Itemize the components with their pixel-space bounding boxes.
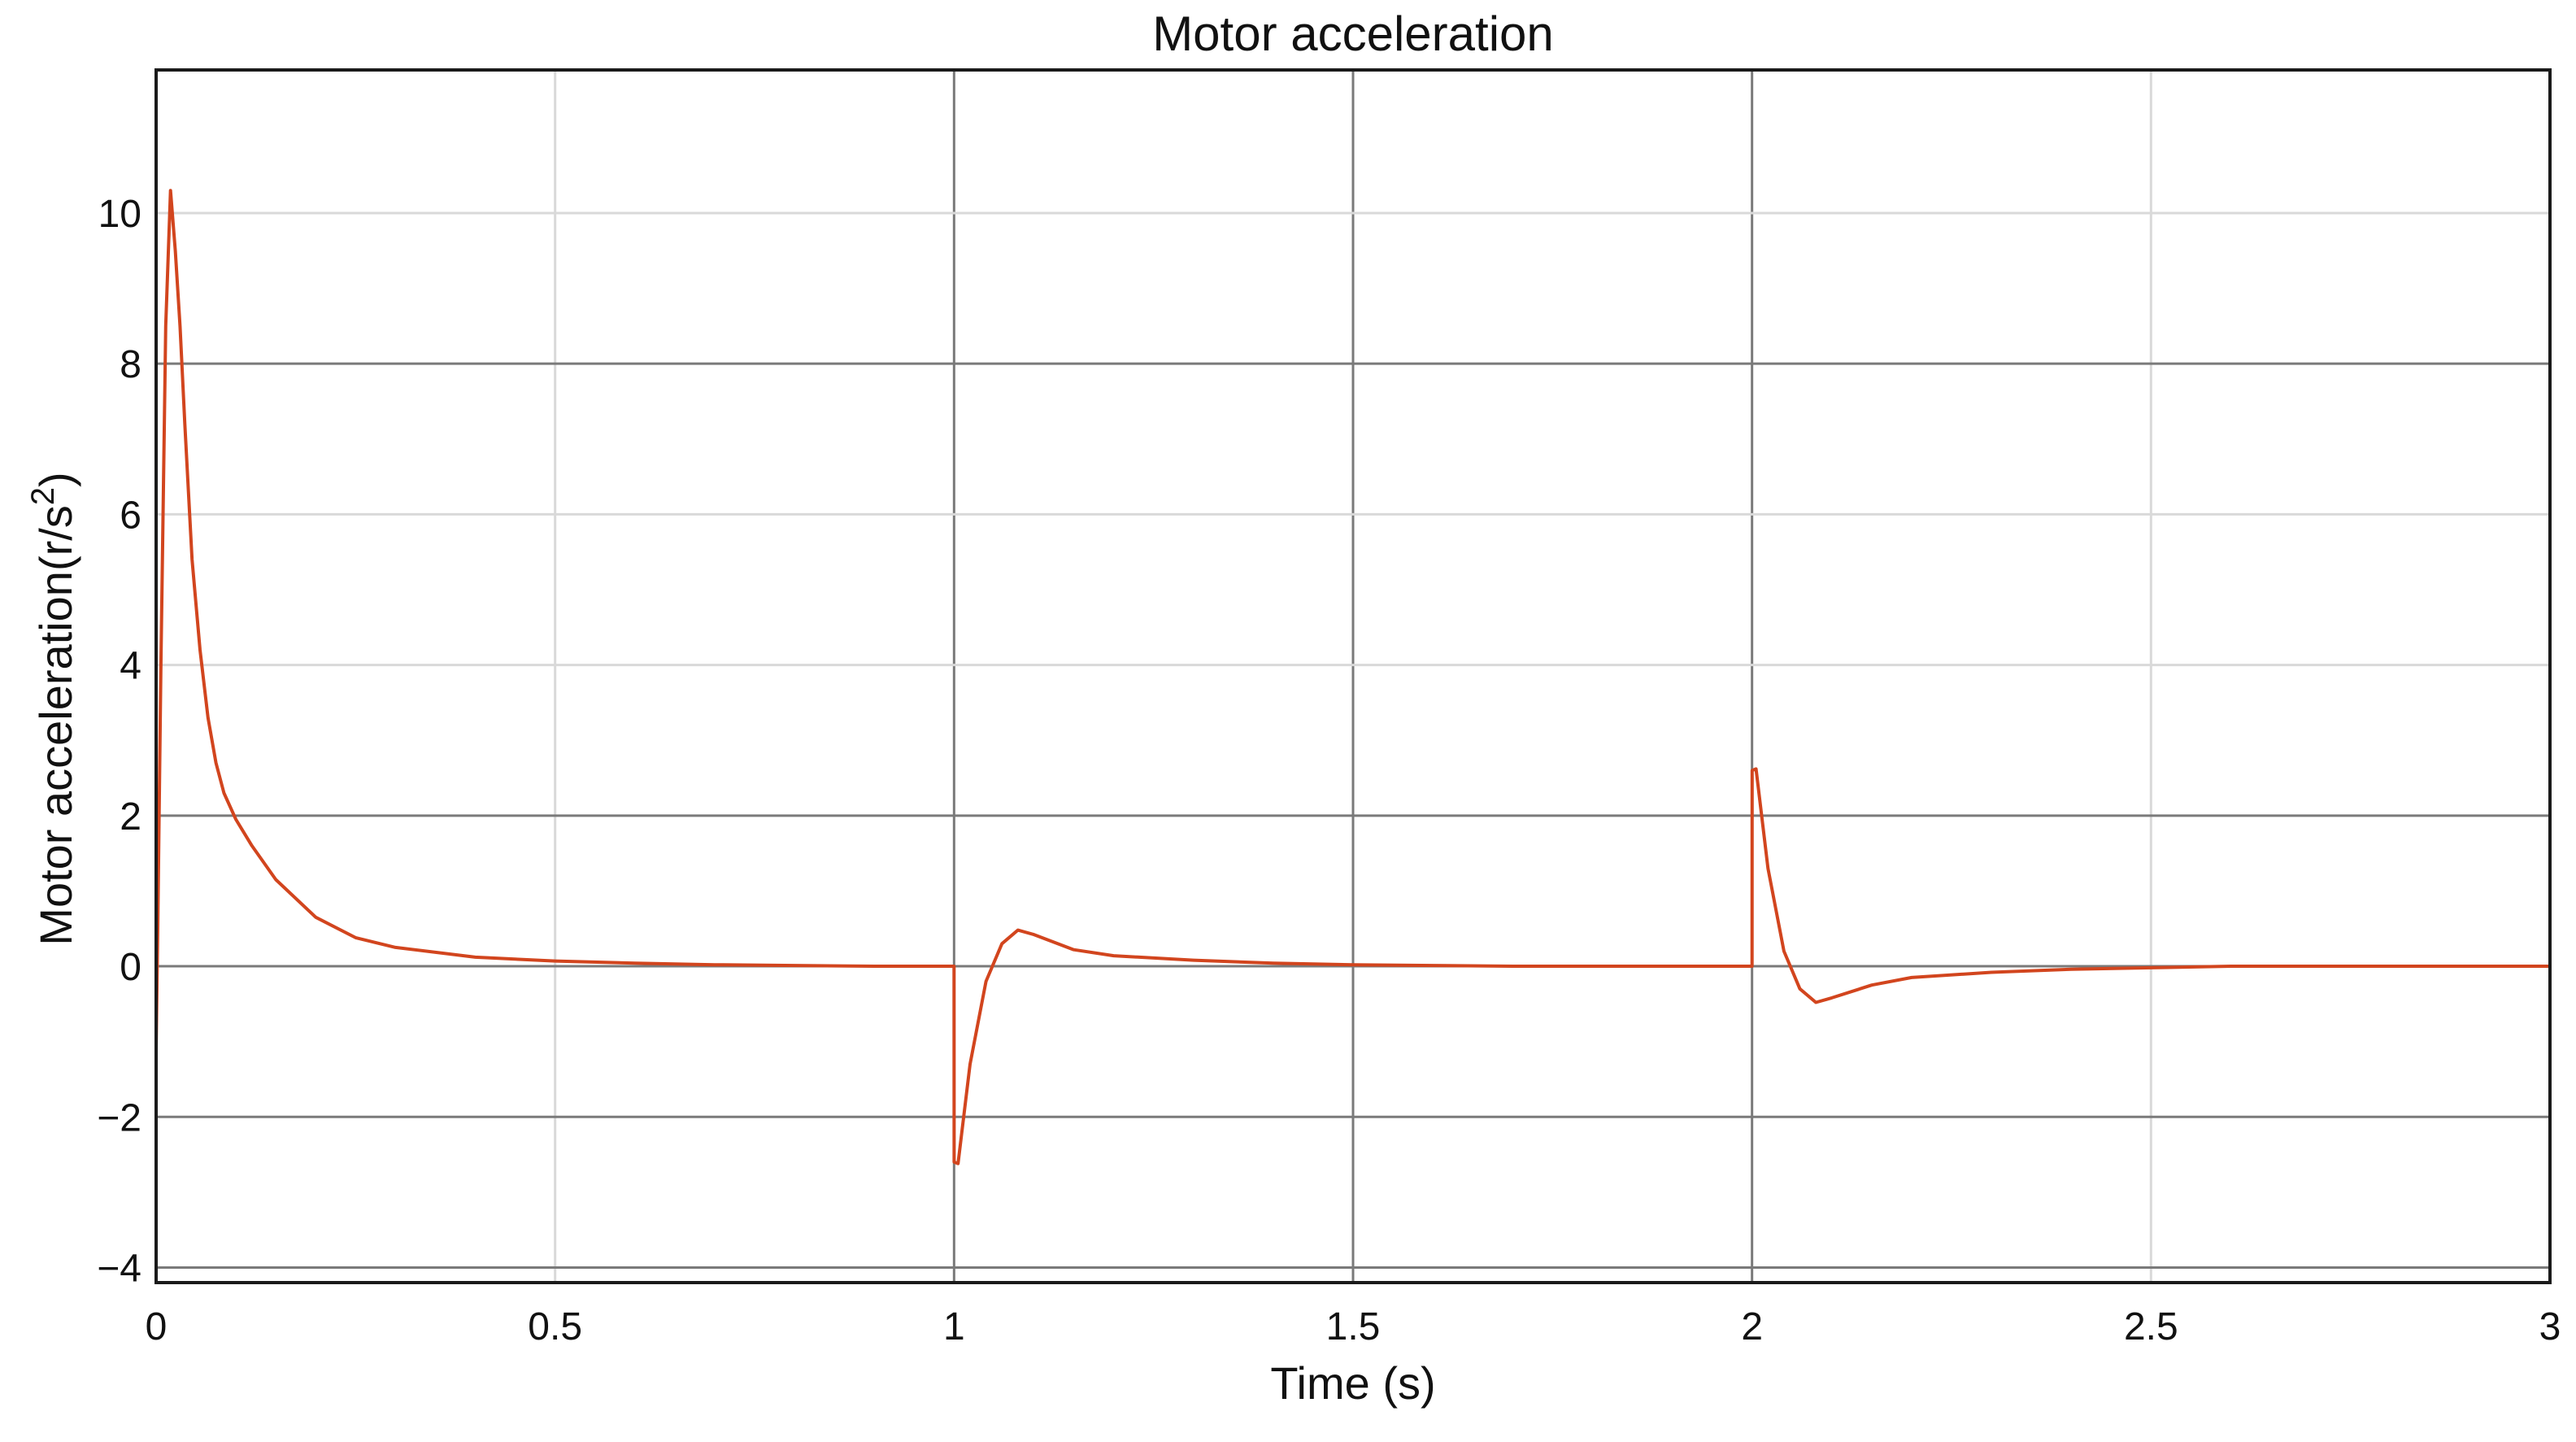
x-tick-label: 1.5 [1326,1305,1381,1348]
y-axis-label: Motor acceleration(r/s2) [25,472,81,945]
ticks: 0 0.5 1 1.5 2 2.5 3 −4 −2 0 2 4 6 8 10 [97,193,2561,1348]
y-tick-label: 0 [120,946,141,989]
x-tick-label: 0 [146,1305,168,1348]
y-axis-label-tail: ) [30,472,81,487]
x-tick-label: 3 [2539,1305,2561,1348]
grid [156,70,2550,1283]
y-tick-label: 6 [120,494,141,537]
y-tick-label: 8 [120,343,141,386]
y-tick-label: −2 [97,1096,141,1139]
x-tick-label: 1 [943,1305,965,1348]
series-line [154,189,2552,1165]
x-tick-label: 0.5 [528,1305,582,1348]
y-axis-label-main: Motor acceleration(r/s [30,505,81,946]
chart-title: Motor acceleration [1152,7,1554,61]
x-tick-label: 2 [1741,1305,1763,1348]
y-tick-label: 10 [98,193,141,236]
data-layer [154,189,2552,1165]
y-tick-label: 4 [120,645,141,688]
y-tick-label: 2 [120,795,141,839]
x-axis-label: Time (s) [1270,1357,1435,1409]
y-tick-label: −4 [97,1247,141,1290]
x-tick-label: 2.5 [2124,1305,2178,1348]
y-axis-label-superscript: 2 [25,487,61,505]
plot-frame [154,68,2552,1284]
